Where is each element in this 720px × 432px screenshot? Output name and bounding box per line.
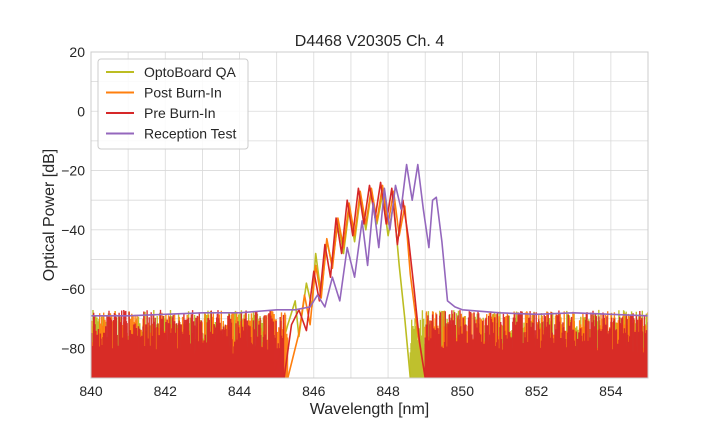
x-tick-label: 840 [79,383,103,399]
y-tick-label: −40 [61,222,85,238]
noise-floor [91,309,648,378]
series-line [91,181,648,378]
legend-item: Reception Test [106,126,236,142]
legend-label: Pre Burn-In [144,105,216,121]
y-tick-label: −80 [61,340,85,356]
x-tick-label: 852 [525,383,549,399]
series-pre-burn-in [91,181,648,378]
series-layer [91,163,648,378]
series-reception-test [91,163,648,317]
legend-label: OptoBoard QA [144,64,236,80]
y-tick-label: 0 [77,103,85,119]
y-tick-label: −60 [61,281,85,297]
legend-item: Post Burn-In [106,85,222,101]
y-tick-label: −20 [61,163,85,179]
x-tick-label: 854 [599,383,623,399]
plot-frame [90,51,649,379]
legend-label: Reception Test [144,126,236,142]
x-tick-label: 848 [376,383,400,399]
y-tick-label: 20 [69,44,85,60]
legend-item: Pre Burn-In [106,105,216,121]
chart-title: D4468 V20305 Ch. 4 [295,33,445,50]
x-axis-ticks: 840 842 844 846 848 850 852 854 [79,383,622,399]
legend-item: OptoBoard QA [106,64,236,80]
legend-box [97,58,249,150]
legend: OptoBoard QA Post Burn-In Pre Burn-In Recep… [97,58,249,150]
y-axis-ticks: 20 0 −20 −40 −60 −80 [61,44,85,356]
legend-label: Post Burn-In [144,85,222,101]
x-tick-label: 842 [154,383,178,399]
y-axis-label: Optical Power [dB] [41,149,58,282]
x-axis-label: Wavelength [nm] [310,401,429,418]
x-tick-label: 844 [228,383,252,399]
x-tick-label: 846 [302,383,326,399]
x-tick-label: 850 [451,383,475,399]
series-line [91,163,648,317]
